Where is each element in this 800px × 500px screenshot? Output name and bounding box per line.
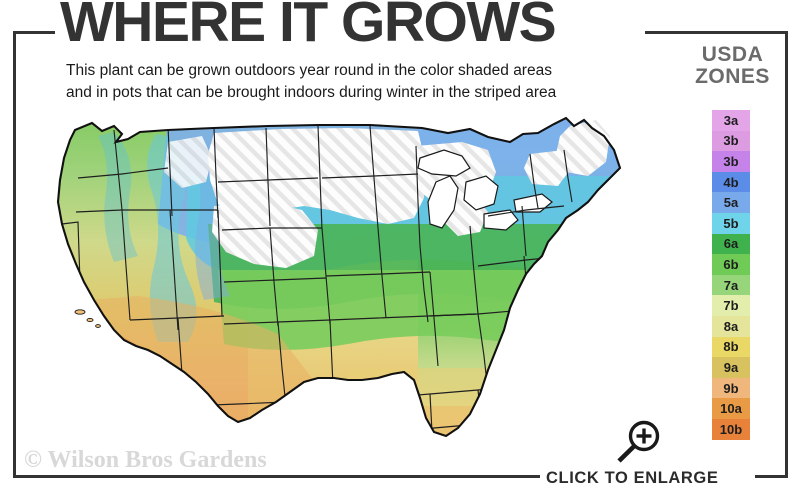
usda-zone-legend[interactable]: 3a 3b 3b 4b 5a 5b 6a 6b 7a 7b 8a 8b 9a 9b 10a 10b xyxy=(712,110,750,440)
legend-swatch-6a-6[interactable]: 6a xyxy=(712,233,750,255)
legend-swatch-3a-0[interactable]: 3a xyxy=(712,110,750,131)
usa-outline xyxy=(56,116,622,438)
subtitle-line-1: This plant can be grown outdoors year ro… xyxy=(66,62,552,79)
legend-swatch-5a-4[interactable]: 5a xyxy=(712,192,750,213)
border-gap-title xyxy=(55,22,645,44)
legend-swatch-8a-10[interactable]: 8a xyxy=(712,315,750,337)
click-to-enlarge-label[interactable]: CLICK TO ENLARGE xyxy=(546,469,719,487)
legend-swatch-5b-5[interactable]: 5b xyxy=(712,212,750,234)
subtitle-line-2: and in pots that can be brought indoors … xyxy=(66,84,557,101)
legend-swatch-8b-11[interactable]: 8b xyxy=(712,336,750,358)
legend-swatch-9b-13[interactable]: 9b xyxy=(712,377,750,399)
channel-islands xyxy=(74,309,101,328)
legend-swatch-7a-8[interactable]: 7a xyxy=(712,274,750,296)
legend-swatch-7b-9[interactable]: 7b xyxy=(712,295,750,316)
legend-title: USDA ZONES xyxy=(680,43,785,89)
usda-hardiness-zone-map[interactable] xyxy=(18,106,668,466)
legend-swatch-10b-15[interactable]: 10b xyxy=(712,418,750,440)
legend-swatch-9a-12[interactable]: 9a xyxy=(712,357,750,378)
magnifier-plus-icon[interactable] xyxy=(612,419,664,467)
legend-swatch-6b-7[interactable]: 6b xyxy=(712,254,750,275)
subtitle: This plant can be grown outdoors year ro… xyxy=(66,60,626,104)
legend-swatch-10a-14[interactable]: 10a xyxy=(712,398,750,419)
border-gap-enlarge xyxy=(540,466,755,488)
watermark: © Wilson Bros Gardens xyxy=(24,447,267,473)
legend-title-line-1: USDA xyxy=(701,43,764,66)
legend-swatch-3b-1[interactable]: 3b xyxy=(712,130,750,152)
page-title: WHERE IT GROWS xyxy=(60,0,557,54)
legend-swatch-3b-2[interactable]: 3b xyxy=(712,151,750,172)
great-lakes xyxy=(417,149,553,231)
legend-swatch-4b-3[interactable]: 4b xyxy=(712,171,750,193)
legend-title-line-2: ZONES xyxy=(695,65,770,89)
